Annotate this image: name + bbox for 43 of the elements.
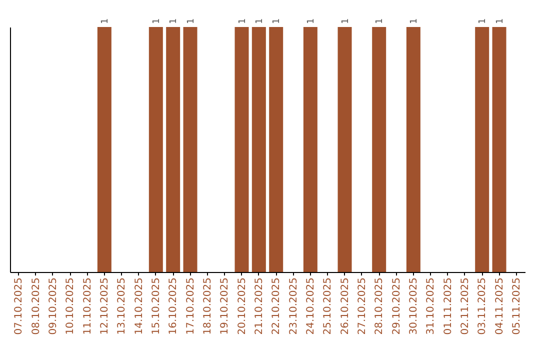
x-tick-label: 16.10.2025 <box>168 278 180 335</box>
data-label: 1 <box>238 18 248 24</box>
x-tick-label: 05.11.2025 <box>511 278 522 335</box>
x-tick-label: 25.10.2025 <box>322 278 334 335</box>
x-tick-label: 26.10.2025 <box>340 278 351 335</box>
x-tick-label: 15.10.2025 <box>150 278 162 335</box>
x-tick-label: 14.10.2025 <box>134 278 145 335</box>
x-tick-label: 11.10.2025 <box>82 278 94 335</box>
x-tick-label: 12.10.2025 <box>99 278 110 335</box>
x-tick-label: 29.10.2025 <box>391 278 402 335</box>
x-tick-label: 01.11.2025 <box>442 278 454 335</box>
x-tick-label: 27.10.2025 <box>356 278 368 335</box>
data-label: 1 <box>340 18 351 24</box>
x-tick-label: 09.10.2025 <box>48 278 59 335</box>
data-label: 1 <box>186 18 196 24</box>
x-tick-label: 31.10.2025 <box>426 278 437 335</box>
x-tick-label: 18.10.2025 <box>202 278 214 335</box>
x-tick-label: 13.10.2025 <box>116 278 128 335</box>
x-tick-label: 23.10.2025 <box>288 278 300 335</box>
data-label: 1 <box>169 18 180 24</box>
data-label: 1 <box>375 18 386 24</box>
x-tick-label: 04.11.2025 <box>494 278 506 335</box>
data-label: 1 <box>100 18 110 24</box>
x-tick-label: 03.11.2025 <box>477 278 488 335</box>
x-tick-label: 24.10.2025 <box>305 278 316 335</box>
x-tick-label: 17.10.2025 <box>185 278 196 335</box>
x-tick-label: 07.10.2025 <box>14 278 25 335</box>
data-label: 1 <box>152 18 162 24</box>
data-label: 1 <box>306 18 316 24</box>
data-label: 1 <box>478 18 488 24</box>
x-tick-label: 28.10.2025 <box>374 278 386 335</box>
x-tick-label: 10.10.2025 <box>65 278 76 335</box>
data-label: 1 <box>272 18 282 24</box>
x-tick-label: 22.10.2025 <box>271 278 282 335</box>
x-tick-label: 21.10.2025 <box>254 278 265 335</box>
x-tick-label: 08.10.2025 <box>30 278 42 335</box>
data-label: 1 <box>495 18 506 24</box>
data-label: 1 <box>409 18 420 24</box>
x-tick-label: 02.11.2025 <box>460 278 471 335</box>
x-tick-label: 19.10.2025 <box>220 278 231 335</box>
data-label: 1 <box>254 18 265 24</box>
x-tick-label: 20.10.2025 <box>236 278 248 335</box>
x-tick-label: 30.10.2025 <box>408 278 420 335</box>
